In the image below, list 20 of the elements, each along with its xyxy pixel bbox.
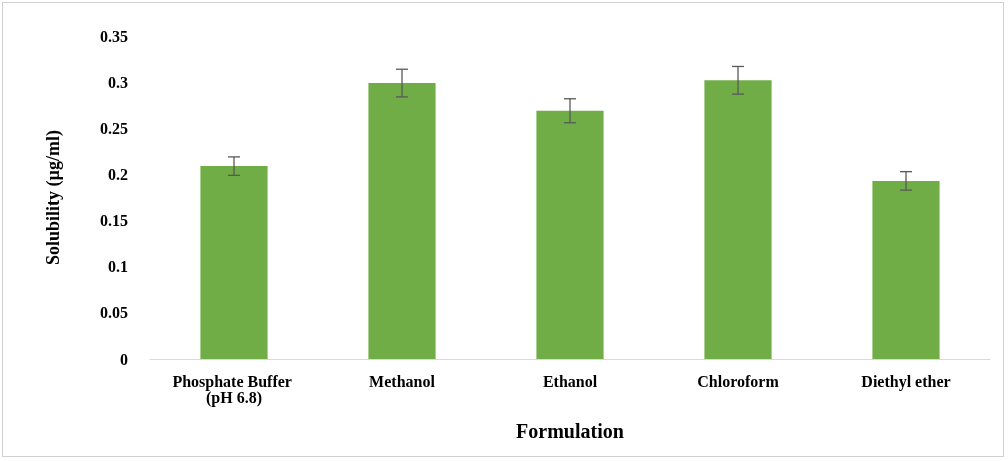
x-tick-label: Ethanol (542, 372, 598, 390)
bar (368, 83, 436, 359)
bar (704, 80, 772, 359)
y-tick-label: 0.25 (100, 119, 128, 137)
x-axis-title: Formulation (516, 420, 624, 442)
x-tick-label: Phosphate Buffer (pH 6.8) (172, 372, 296, 407)
bar (872, 180, 940, 359)
x-tick-label: Chloroform (697, 372, 780, 390)
x-tick-label: Methanol (369, 372, 436, 390)
y-tick-label: 0.15 (100, 212, 128, 230)
y-tick-label: 0.2 (108, 165, 128, 183)
bar (536, 110, 604, 359)
y-tick-label: 0.3 (108, 73, 128, 91)
y-tick-label: 0.05 (100, 304, 128, 322)
bar (200, 166, 268, 359)
y-axis-title: Solubility (µg/ml) (43, 130, 64, 265)
x-tick-label: Diethyl ether (861, 372, 951, 391)
y-tick-label: 0.35 (100, 27, 128, 45)
y-tick-label: 0 (120, 350, 128, 368)
y-tick-label: 0.1 (108, 258, 128, 276)
